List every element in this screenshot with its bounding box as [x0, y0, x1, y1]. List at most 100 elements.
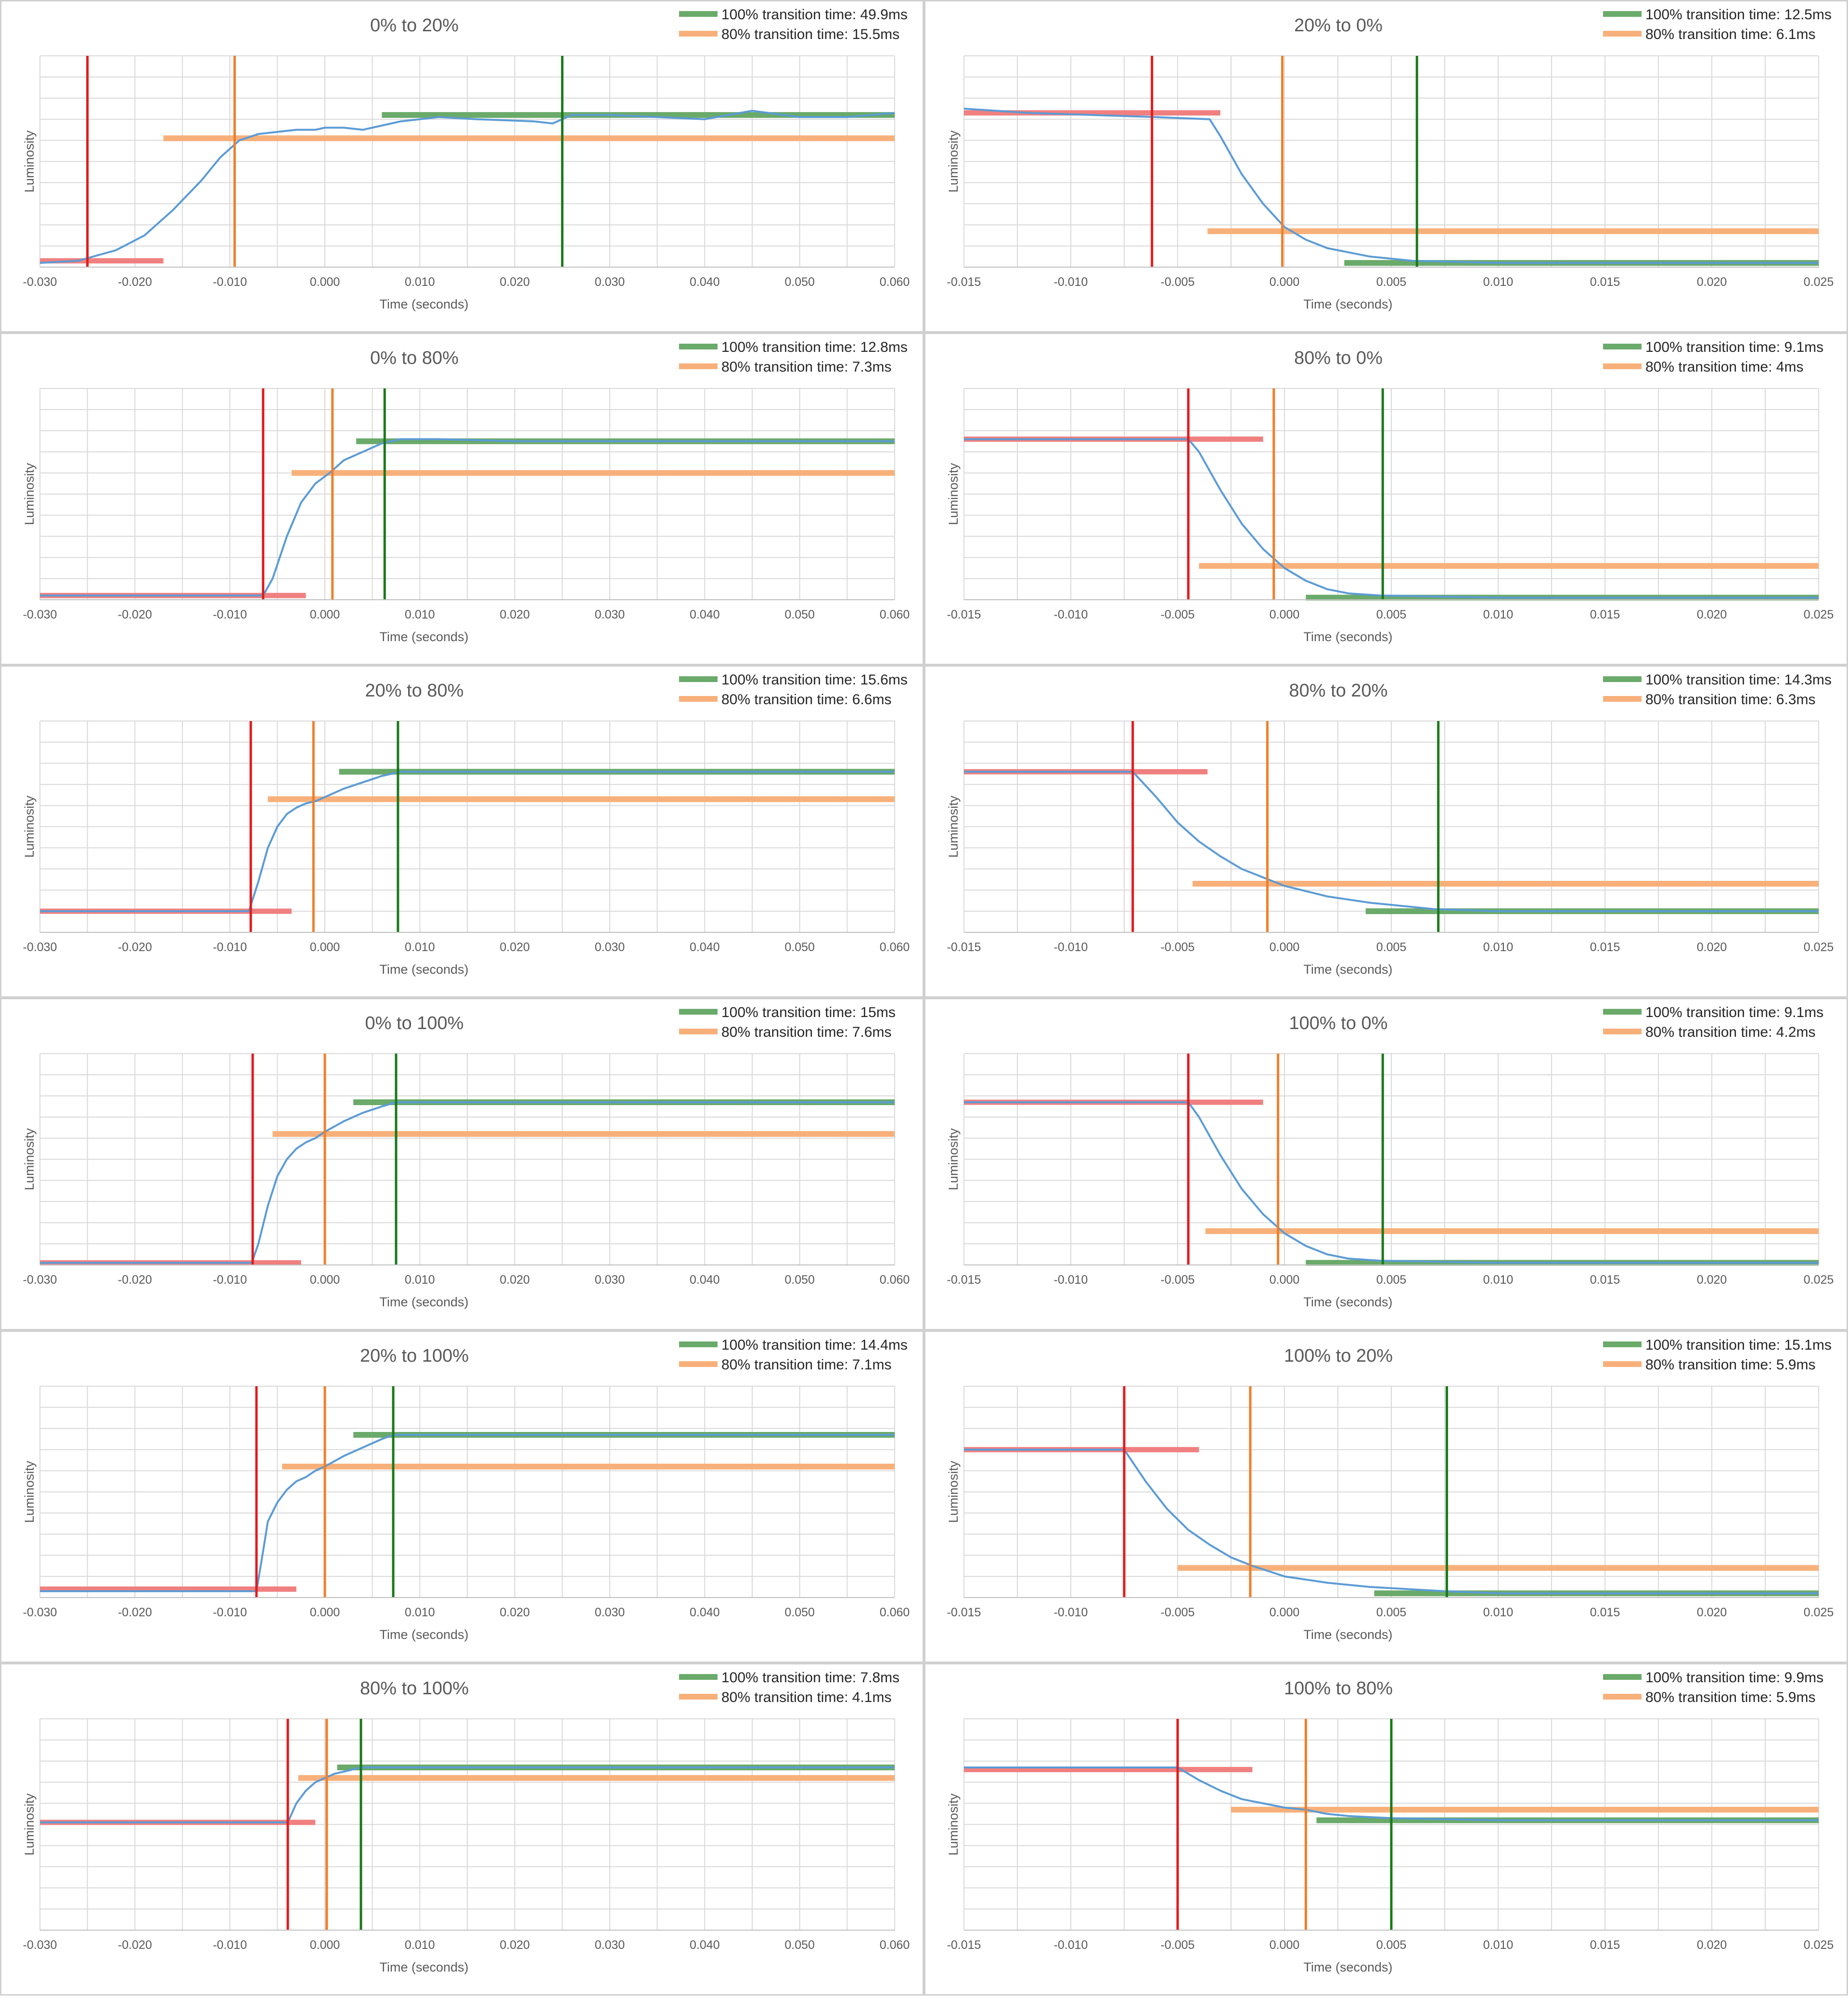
chart-svg: -0.030 -0.020 -0.010 0.000 0.010 0.020 0.030 0.…: [22, 339, 910, 644]
x-tick-label: -0.015: [947, 1606, 981, 1619]
x-tick-label: 0.025: [1804, 1606, 1834, 1619]
legend-label: 80% transition time: 5.9ms: [1645, 1689, 1815, 1705]
series-luminosity: [40, 438, 895, 597]
y-axis-label: Luminosity: [946, 795, 961, 858]
x-tick-label: 0.000: [310, 275, 340, 289]
x-tick-label: 0.050: [784, 275, 815, 289]
chart-title: 0% to 80%: [370, 348, 459, 368]
gridlines: [39, 55, 895, 268]
x-tick-label: 0.020: [500, 608, 530, 621]
x-tick-label: 0.020: [1697, 941, 1727, 954]
y-axis-label: Luminosity: [22, 1128, 37, 1190]
x-tick-label: -0.010: [213, 275, 247, 289]
chart-title: 100% to 0%: [1289, 1013, 1388, 1033]
chart-title: 100% to 80%: [1284, 1678, 1393, 1699]
chart-svg: -0.015 -0.010 -0.005 0.000 0.005 0.010 0.015 0.…: [946, 1005, 1834, 1309]
x-tick-label: -0.015: [947, 1938, 981, 1952]
chart-panel: -0.015 -0.010 -0.005 0.000 0.005 0.010 0.015 0.…: [924, 0, 1848, 333]
y-axis-label: Luminosity: [22, 130, 37, 193]
x-tick-label: 0.030: [595, 275, 625, 289]
x-tick-label: 0.060: [880, 941, 910, 954]
x-tick-label: 0.025: [1804, 1938, 1834, 1952]
x-tick-label: 0.015: [1590, 1273, 1620, 1287]
x-tick-label: -0.015: [947, 608, 981, 621]
chart-title: 20% to 80%: [365, 681, 464, 701]
legend-label: 100% transition time: 7.8ms: [721, 1670, 899, 1686]
x-tick-label: 0.030: [595, 941, 625, 954]
x-tick-label: -0.010: [213, 1606, 247, 1619]
x-tick-label: 0.020: [500, 275, 530, 289]
legend-label: 100% transition time: 15ms: [721, 1005, 896, 1020]
x-tick-label: -0.020: [118, 1938, 152, 1952]
x-tick-label: 0.000: [310, 1273, 340, 1287]
chart-title: 80% to 100%: [360, 1678, 469, 1699]
x-tick-label: 0.040: [690, 1606, 720, 1619]
series-luminosity: [964, 1101, 1819, 1264]
x-tick-label: 0.030: [595, 1273, 625, 1287]
gridlines: [39, 1053, 895, 1265]
x-axis-label: Time (seconds): [379, 962, 468, 977]
chart-title: 20% to 100%: [360, 1346, 469, 1366]
series-luminosity: [963, 107, 1819, 264]
x-tick-label: 0.020: [1697, 1938, 1727, 1952]
gridlines: [39, 1718, 895, 1931]
chart-panel: -0.015 -0.010 -0.005 0.000 0.005 0.010 0.015 0.…: [924, 998, 1848, 1330]
series-luminosity: [964, 771, 1819, 913]
x-tick-label: -0.030: [23, 1273, 57, 1287]
legend-label: 100% transition time: 9.1ms: [1645, 1005, 1823, 1020]
x-tick-label: -0.015: [947, 941, 981, 954]
y-axis-label: Luminosity: [22, 463, 37, 525]
x-tick-label: 0.010: [405, 275, 435, 289]
x-axis-label: Time (seconds): [1303, 1295, 1392, 1309]
x-tick-label: 0.015: [1590, 608, 1620, 621]
y-axis-label: Luminosity: [22, 1793, 37, 1856]
x-tick-label: 0.040: [690, 1273, 720, 1287]
x-tick-label: -0.005: [1161, 1273, 1195, 1287]
x-tick-label: -0.005: [1161, 608, 1195, 621]
x-tick-label: -0.030: [23, 1938, 57, 1952]
x-tick-label: -0.010: [213, 608, 247, 621]
legend-label: 100% transition time: 49.9ms: [721, 7, 908, 23]
chart-panel: -0.030 -0.020 -0.010 0.000 0.010 0.020 0.030 0.…: [0, 333, 924, 665]
x-tick-label: 0.060: [880, 608, 910, 621]
x-tick-label: -0.010: [1054, 275, 1088, 289]
x-tick-label: -0.010: [1054, 1606, 1088, 1619]
x-tick-label: 0.030: [595, 608, 625, 621]
x-tick-label: 0.060: [880, 1606, 910, 1619]
x-tick-label: 0.005: [1376, 1606, 1407, 1619]
x-tick-label: 0.020: [500, 1938, 530, 1952]
x-tick-label: 0.020: [1697, 1606, 1727, 1619]
x-tick-label: 0.000: [310, 1606, 340, 1619]
x-axis-label: Time (seconds): [1303, 630, 1392, 644]
chart-title: 0% to 100%: [365, 1013, 464, 1033]
series-luminosity: [40, 1433, 895, 1592]
chart-svg: -0.030 -0.020 -0.010 0.000 0.010 0.020 0.030 0.…: [22, 1670, 910, 1974]
x-axis-label: Time (seconds): [1303, 297, 1392, 311]
legend-label: 80% transition time: 6.3ms: [1645, 692, 1815, 708]
x-tick-label: -0.030: [23, 608, 57, 621]
x-axis-label: Time (seconds): [379, 1627, 468, 1642]
x-tick-label: 0.000: [1270, 275, 1300, 289]
x-axis-label: Time (seconds): [1303, 1960, 1392, 1974]
y-axis-label: Luminosity: [946, 463, 961, 525]
x-tick-label: -0.010: [1054, 1273, 1088, 1287]
x-tick-label: 0.010: [1483, 608, 1514, 621]
legend-label: 100% transition time: 9.9ms: [1645, 1670, 1823, 1686]
chart-svg: -0.015 -0.010 -0.005 0.000 0.005 0.010 0.015 0.…: [946, 339, 1834, 644]
x-tick-label: 0.040: [690, 608, 720, 621]
x-tick-label: 0.040: [690, 1938, 720, 1952]
chart-svg: -0.015 -0.010 -0.005 0.000 0.005 0.010 0.015 0.…: [946, 1670, 1834, 1974]
x-tick-label: 0.025: [1804, 608, 1834, 621]
x-tick-label: 0.030: [595, 1606, 625, 1619]
y-axis-label: Luminosity: [946, 1793, 961, 1856]
x-tick-label: 0.010: [405, 1273, 435, 1287]
x-tick-label: 0.060: [880, 1273, 910, 1287]
x-tick-label: -0.005: [1161, 1606, 1195, 1619]
legend-label: 100% transition time: 9.1ms: [1645, 339, 1823, 355]
x-tick-label: 0.020: [1697, 1273, 1727, 1287]
chart-panel: -0.030 -0.020 -0.010 0.000 0.010 0.020 0.030 0.…: [0, 998, 924, 1330]
chart-panel: -0.015 -0.010 -0.005 0.000 0.005 0.010 0.015 0.…: [924, 665, 1848, 998]
legend-label: 80% transition time: 4.2ms: [1645, 1024, 1815, 1040]
legend-label: 100% transition time: 15.1ms: [1645, 1337, 1832, 1353]
x-tick-label: -0.010: [213, 941, 247, 954]
